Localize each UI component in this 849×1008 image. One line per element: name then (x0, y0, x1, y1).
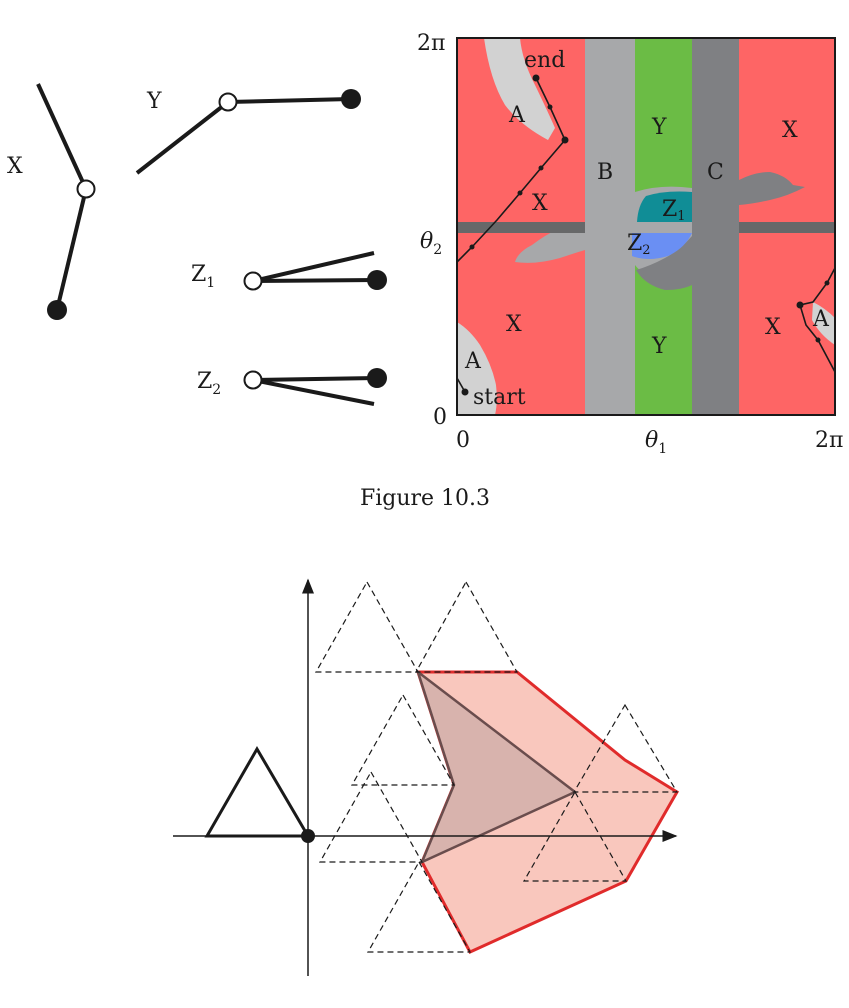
path-waypoint (469, 244, 475, 250)
arm-z1-link-upper (252, 251, 375, 283)
path-waypoint (547, 104, 553, 110)
path-waypoint (815, 337, 821, 343)
region-label-y-bottom: Y (651, 334, 667, 359)
path-waypoint (824, 280, 830, 286)
arm-z1-joint-circle (243, 271, 263, 291)
path-start-label: start (473, 385, 526, 410)
arm-z2-joint-circle (243, 370, 263, 390)
region-c-strip (692, 38, 739, 415)
path-end-label: end (524, 48, 565, 73)
arm-config-z2: Z2 (197, 368, 387, 406)
configuration-space: A A A B C Y Y X X X X Z1 Z2 end start 2π… (417, 31, 843, 457)
path-end-point (532, 74, 540, 82)
arm-y-joint-circle (218, 92, 238, 112)
axis-label-theta1: θ1 (645, 428, 667, 457)
arm-y-link-right (227, 97, 352, 104)
arm-z2-label: Z2 (197, 369, 221, 398)
region-label-x-top-right: X (782, 118, 798, 143)
region-label-c: C (707, 160, 724, 185)
arm-x-joint-circle (76, 179, 96, 199)
arm-z1-link-lower (252, 278, 378, 283)
dashed-triangle (572, 703, 679, 793)
axis-label-theta2: θ2 (420, 229, 442, 258)
origin-reference-point (301, 829, 315, 843)
region-a-right (812, 302, 835, 345)
theta2-band-right (739, 222, 835, 233)
region-label-z1: Z1 (662, 197, 686, 224)
region-label-a-top: A (508, 103, 526, 128)
region-label-y-top: Y (651, 115, 667, 140)
axis-label-zero-x: 0 (456, 428, 470, 453)
path-waypoints (461, 74, 830, 396)
arm-y-label: Y (146, 89, 162, 114)
path-waypoint (538, 165, 544, 171)
arm-z1-end-effector (367, 270, 387, 290)
region-label-b: B (597, 160, 613, 185)
region-a-top (484, 38, 555, 140)
arm-z2-link-upper (252, 376, 378, 382)
theta2-band-left (457, 222, 585, 233)
arm-z2-link-lower (252, 378, 375, 406)
region-b-strip (585, 38, 635, 415)
path-waypoint (796, 301, 804, 309)
path-waypoint (561, 136, 569, 144)
figure-caption: Figure 10.3 (360, 486, 490, 511)
arm-x-label: X (7, 154, 23, 179)
arm-x-link-upper (36, 83, 88, 190)
region-z1 (637, 191, 692, 222)
axis-label-zero-y: 0 (433, 405, 447, 430)
dashed-triangle (350, 693, 456, 786)
path-waypoint (517, 190, 523, 196)
region-label-z2: Z2 (627, 231, 651, 258)
path-start-point (461, 388, 469, 396)
region-label-x-bottom-right: X (765, 315, 781, 340)
arm-x-link-lower (55, 188, 88, 311)
arm-y-end-effector (341, 89, 361, 109)
region-label-a-right: A (812, 307, 830, 332)
robot-triangle (204, 746, 311, 838)
region-label-a-bottom: A (464, 349, 482, 374)
arm-z1-label: Z1 (191, 262, 215, 291)
axis-label-top-2pi: 2π (417, 31, 445, 56)
arm-config-y: Y (135, 89, 361, 175)
dashed-triangle (318, 770, 424, 863)
region-label-x-bottom-left: X (506, 312, 522, 337)
arm-y-link-left (135, 100, 230, 175)
path-left-segment (457, 77, 566, 263)
arm-z2-end-effector (367, 368, 387, 388)
arm-x-end-effector (47, 300, 67, 320)
region-z2 (632, 233, 692, 259)
axis-label-right-2pi: 2π (815, 428, 843, 453)
minkowski-diagram (173, 578, 680, 976)
dashed-triangle (314, 580, 420, 673)
arm-configurations: X Y Z1 Z2 (7, 83, 387, 406)
arm-config-z1: Z1 (191, 251, 387, 291)
dashed-triangle (414, 580, 519, 673)
cspace-frame (456, 37, 836, 416)
region-label-x-mid-left: X (532, 191, 548, 216)
dashed-triangle (366, 860, 472, 953)
region-c-blob-right (739, 172, 805, 205)
region-c-blob-lower (636, 236, 692, 290)
arm-config-x: X (7, 83, 96, 320)
